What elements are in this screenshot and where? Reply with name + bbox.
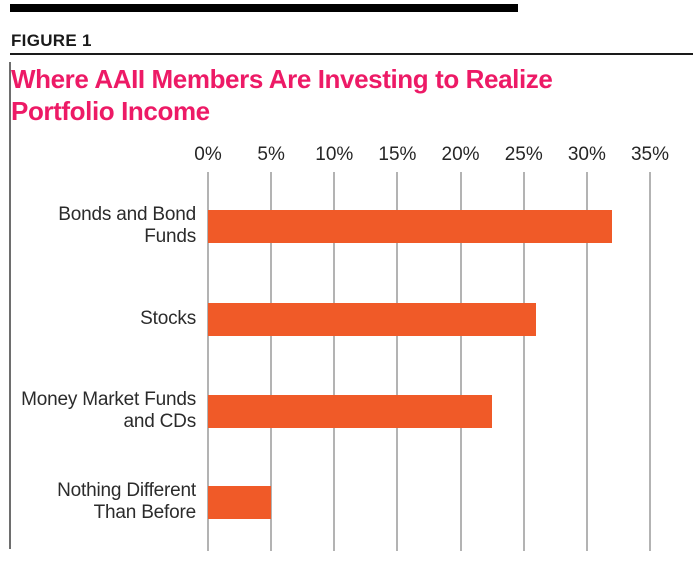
chart-title: Where AAII Members Are Investing to Real… bbox=[11, 63, 553, 127]
x-tick-label: 30% bbox=[567, 144, 606, 165]
category-label: Money Market Funds and CDs bbox=[0, 389, 196, 433]
category-label: Bonds and Bond Funds bbox=[0, 204, 196, 248]
x-gridline bbox=[522, 172, 525, 551]
category-label-line: Bonds and Bond bbox=[58, 204, 196, 225]
x-gridline bbox=[333, 172, 336, 551]
x-gridline bbox=[396, 172, 399, 551]
x-tick-label: 25% bbox=[504, 144, 543, 165]
x-tick-label: 35% bbox=[630, 144, 670, 165]
category-label-line: and CDs bbox=[123, 411, 196, 432]
x-tick-label: 5% bbox=[257, 144, 285, 165]
x-gridline bbox=[270, 172, 273, 551]
figure-top-rule bbox=[10, 4, 518, 12]
category-label-line: Nothing Different bbox=[57, 480, 196, 501]
category-label-line: Than Before bbox=[93, 502, 197, 523]
left-side-rule bbox=[9, 62, 11, 549]
x-tick-label: 20% bbox=[441, 144, 480, 165]
bar-chart-plot-area: 0% 5% 10% 15% 20% 25% 30% 35% bbox=[194, 144, 669, 551]
bar bbox=[208, 209, 613, 243]
figure-label-underline bbox=[10, 53, 693, 55]
x-gridline bbox=[459, 172, 462, 551]
category-label-line: Funds bbox=[144, 226, 196, 247]
x-tick-label: 0% bbox=[194, 144, 222, 165]
bar bbox=[208, 485, 272, 519]
x-gridline bbox=[649, 172, 651, 551]
x-gridline bbox=[207, 172, 209, 551]
x-tick-label: 15% bbox=[378, 144, 417, 165]
x-gridline bbox=[585, 172, 588, 551]
x-tick-label: 10% bbox=[315, 144, 354, 165]
chart-title-line-2: Portfolio Income bbox=[11, 96, 210, 126]
category-label-line: Stocks bbox=[140, 308, 196, 329]
chart-title-line-1: Where AAII Members Are Investing to Real… bbox=[11, 64, 553, 94]
category-label: Nothing Different Than Before bbox=[0, 480, 196, 524]
category-label-line: Money Market Funds bbox=[21, 389, 196, 410]
bar bbox=[208, 394, 493, 428]
bar bbox=[208, 302, 537, 336]
category-label: Stocks bbox=[0, 308, 196, 330]
figure-label: FIGURE 1 bbox=[11, 31, 92, 50]
